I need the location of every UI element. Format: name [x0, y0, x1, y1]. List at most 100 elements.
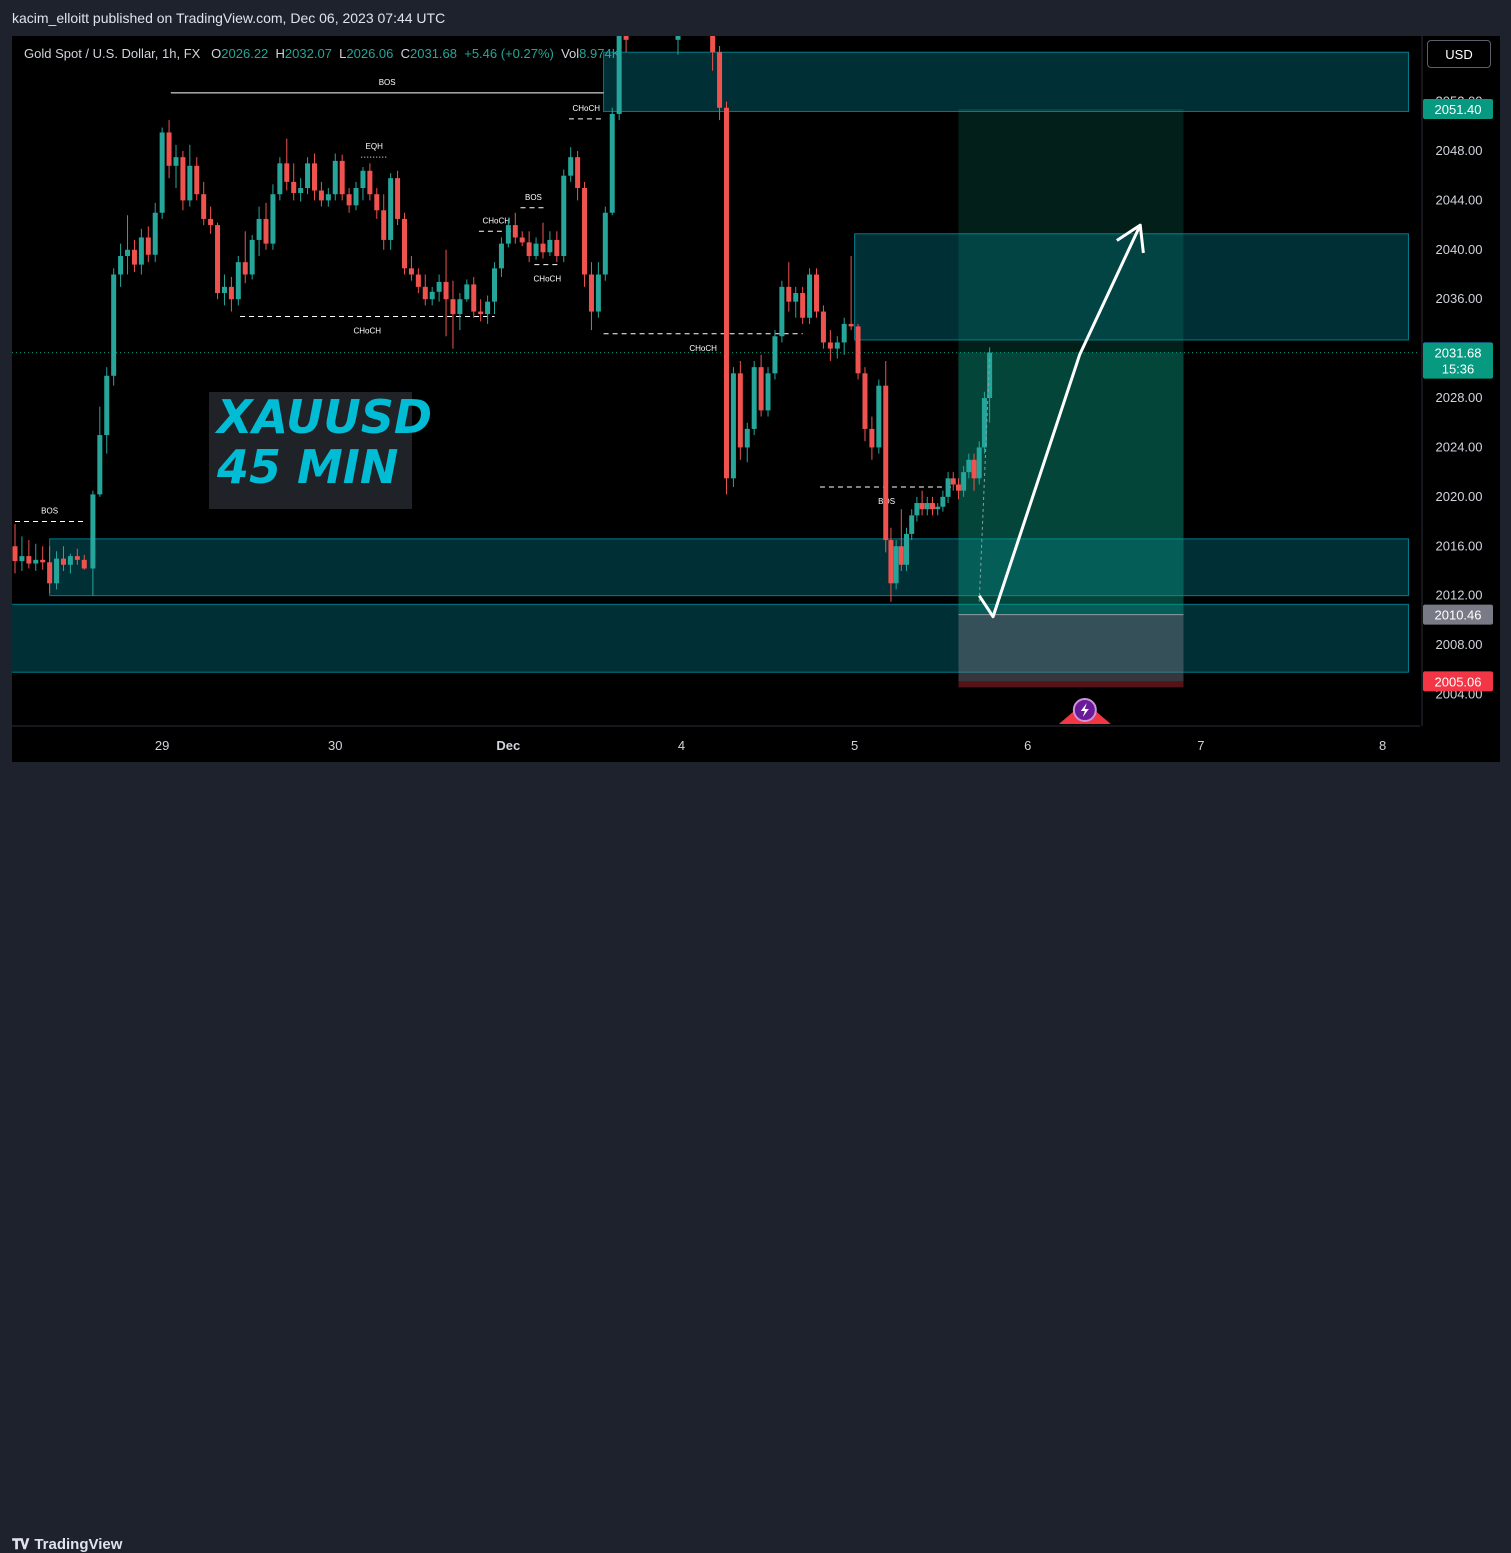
candle-body [138, 237, 144, 265]
candle-body [820, 311, 826, 343]
candle-body [987, 352, 993, 399]
candle-body [786, 286, 792, 302]
candle-body [914, 503, 920, 516]
structure-label: BOS [525, 193, 542, 202]
candle-body [242, 262, 248, 275]
supply-demand-zone [49, 538, 1410, 597]
projection-arrow-head [1116, 223, 1145, 254]
time-tick-label: 6 [1024, 738, 1031, 753]
candle-body [876, 385, 882, 448]
candle-body [90, 494, 96, 569]
price-tick-label: 2012.00 [1436, 588, 1483, 603]
publisher-line: kacim_elloitt published on TradingView.c… [12, 10, 446, 26]
overlay-timeframe-text: 45 MIN [217, 440, 399, 494]
price-axis-label [1423, 604, 1493, 625]
candle-body [883, 385, 889, 541]
candle-body [940, 496, 946, 507]
candle-body [401, 218, 407, 269]
candle-body [841, 323, 847, 343]
candle-body [966, 459, 972, 473]
time-tick-label: 29 [155, 738, 169, 753]
tradingview-logo[interactable]: 𝐓𝐕 TradingView [12, 1536, 122, 1553]
candle-body [751, 367, 757, 429]
candle-body [981, 398, 987, 448]
brand-name: TradingView [34, 1536, 123, 1553]
open-value: 2026.22 [221, 46, 269, 61]
candle-body [976, 447, 982, 479]
candle-body [145, 237, 151, 255]
time-tick-label: 30 [328, 738, 342, 753]
candle-body [971, 459, 977, 479]
candle-body [924, 503, 930, 510]
candle-body [834, 342, 840, 349]
candle-body [159, 132, 165, 213]
structure-label: CHoCH [572, 104, 600, 113]
symbol-name: Gold Spot / U.S. Dollar, 1h, FX [24, 46, 201, 61]
time-tick-label: 4 [678, 738, 685, 753]
candle-body [360, 170, 366, 189]
candle-body [19, 556, 25, 562]
candle-body [730, 373, 736, 479]
structure-label: EQH [366, 142, 384, 151]
candle-body [961, 472, 967, 491]
candle-body [609, 113, 615, 213]
candle-body [131, 249, 137, 265]
candle-body [765, 373, 771, 411]
candle-body [533, 243, 539, 256]
candle-body [888, 540, 894, 584]
candle-body [215, 225, 221, 294]
high-value: 2032.07 [284, 46, 332, 61]
candle-body [33, 559, 39, 564]
position-target-area-far [958, 108, 1184, 353]
low-label: L [339, 46, 347, 61]
price-tick-label: 2008.00 [1436, 637, 1483, 652]
candle-body [388, 178, 394, 240]
candle-body [67, 556, 73, 565]
candle-body [519, 237, 525, 243]
candle-body [305, 163, 311, 189]
candle-body [758, 367, 764, 411]
candle-body [935, 506, 941, 510]
candlestick-chart[interactable]: BOSCHoCHEQHBOSCHoCHCHoCHCHoCHCHoCHBOSBOS… [0, 27, 1500, 762]
candle-body [919, 503, 925, 510]
projection-guide-line [978, 357, 991, 602]
volume-label: Vol [561, 46, 580, 61]
candle-body [955, 484, 961, 491]
chart-area[interactable]: BOSCHoCHEQHBOSCHoCHCHoCHCHoCHCHoCHBOSBOS… [0, 27, 1500, 762]
structure-label: CHoCH [482, 216, 510, 225]
supply-demand-zone [603, 51, 1410, 112]
candle-body [623, 33, 629, 40]
flash-marker[interactable] [1058, 698, 1111, 724]
candle-body [395, 178, 401, 219]
structure-label: CHoCH [353, 327, 381, 336]
candle-body [800, 293, 806, 318]
candle-body [950, 478, 956, 485]
candle-body [187, 165, 193, 201]
candle-body [855, 326, 861, 374]
candle-body [717, 52, 723, 108]
candle-body [898, 546, 904, 565]
price-axis-label-text: 2010.46 [1435, 608, 1482, 623]
candle-body [772, 336, 778, 374]
low-value: 2026.06 [346, 46, 394, 61]
candle-body [270, 194, 276, 244]
symbol-legend: Gold Spot / U.S. Dollar, 1h, FX O2026.22… [24, 46, 620, 61]
candle-body [909, 515, 915, 534]
open-label: O [211, 46, 222, 61]
candle-body [862, 373, 868, 429]
candle-body [277, 163, 283, 195]
candle-body [47, 562, 53, 584]
currency-button[interactable]: USD [1427, 40, 1491, 68]
candle-body [547, 239, 553, 253]
candle-body [588, 274, 594, 312]
candle-body [443, 281, 449, 300]
price-tick-label: 2016.00 [1436, 538, 1483, 553]
candle-body [848, 323, 854, 327]
symbol-timeframe-label: XAUUSD 45 MIN [209, 392, 432, 509]
price-tick-label: 2040.00 [1436, 242, 1483, 257]
structure-label: BOS [379, 78, 396, 87]
candle-body [228, 286, 234, 300]
candle-body [827, 342, 833, 349]
structure-label: CHoCH [534, 275, 562, 284]
candle-body [40, 559, 46, 563]
